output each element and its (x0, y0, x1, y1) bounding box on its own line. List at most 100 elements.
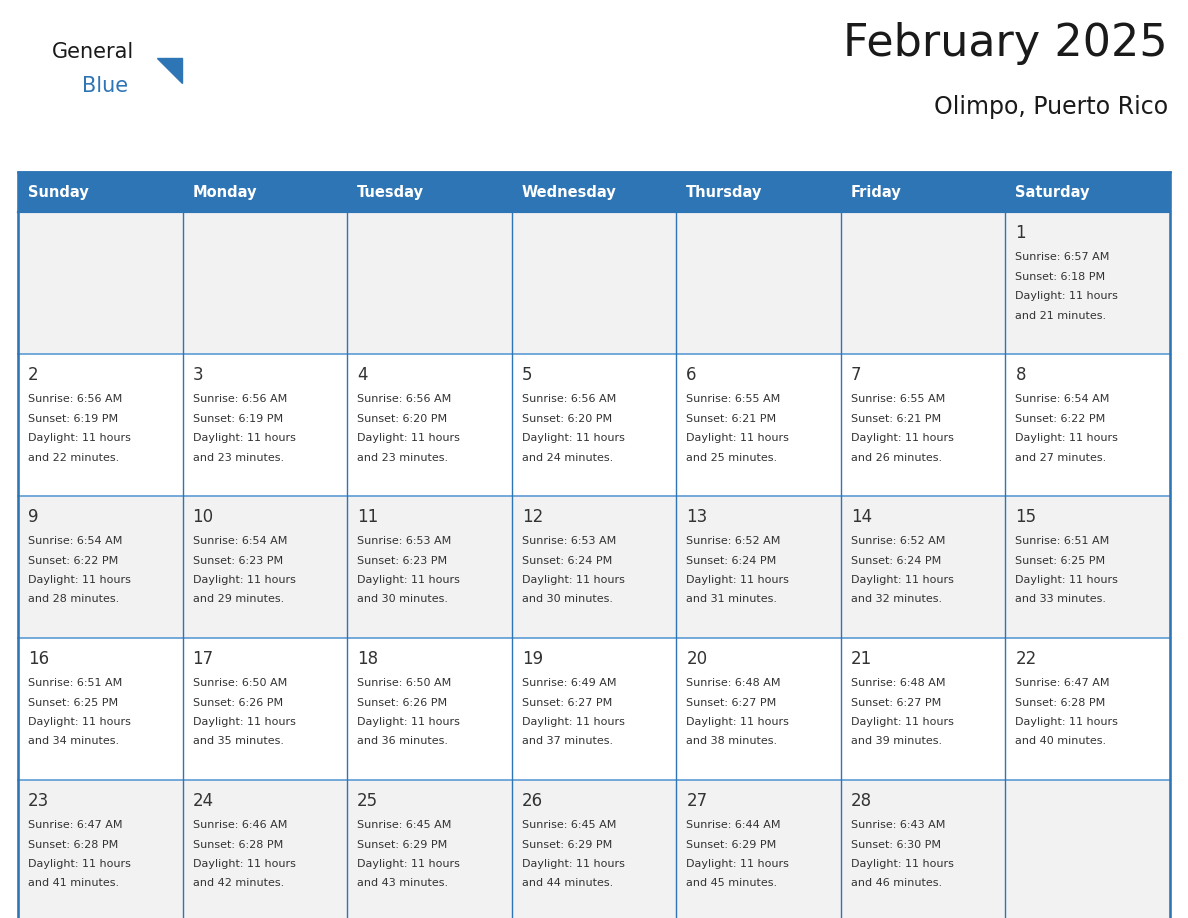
Text: Sunset: 6:29 PM: Sunset: 6:29 PM (687, 839, 777, 849)
Text: Blue: Blue (82, 76, 128, 96)
Bar (841, 354, 1005, 496)
Text: and 45 minutes.: and 45 minutes. (687, 879, 777, 889)
Text: Sunrise: 6:50 AM: Sunrise: 6:50 AM (192, 678, 286, 688)
Text: Sunrise: 6:46 AM: Sunrise: 6:46 AM (192, 820, 287, 830)
Text: 20: 20 (687, 650, 707, 668)
Text: Sunrise: 6:53 AM: Sunrise: 6:53 AM (358, 536, 451, 546)
Text: Sunrise: 6:51 AM: Sunrise: 6:51 AM (29, 678, 122, 688)
Text: Sunset: 6:27 PM: Sunset: 6:27 PM (851, 698, 941, 708)
Text: and 23 minutes.: and 23 minutes. (358, 453, 448, 463)
Text: 14: 14 (851, 508, 872, 526)
Text: and 34 minutes.: and 34 minutes. (29, 736, 119, 746)
Bar (676, 496, 841, 638)
Text: Sunrise: 6:56 AM: Sunrise: 6:56 AM (192, 394, 286, 404)
Text: Daylight: 11 hours: Daylight: 11 hours (192, 433, 296, 443)
Text: Sunrise: 6:56 AM: Sunrise: 6:56 AM (29, 394, 122, 404)
Text: Daylight: 11 hours: Daylight: 11 hours (522, 859, 625, 869)
Bar (841, 212, 1005, 354)
Text: and 41 minutes.: and 41 minutes. (29, 879, 119, 889)
Text: Sunset: 6:25 PM: Sunset: 6:25 PM (29, 698, 118, 708)
Bar (18, 638, 183, 780)
Text: 2: 2 (29, 366, 39, 384)
Text: and 46 minutes.: and 46 minutes. (851, 879, 942, 889)
Bar (841, 172, 1005, 212)
Text: 13: 13 (687, 508, 708, 526)
Text: and 38 minutes.: and 38 minutes. (687, 736, 777, 746)
Text: Sunset: 6:18 PM: Sunset: 6:18 PM (1016, 272, 1106, 282)
Text: Sunset: 6:20 PM: Sunset: 6:20 PM (522, 413, 612, 423)
Text: 1: 1 (1016, 224, 1026, 242)
Text: Daylight: 11 hours: Daylight: 11 hours (29, 859, 131, 869)
Text: Daylight: 11 hours: Daylight: 11 hours (851, 575, 954, 585)
Text: Daylight: 11 hours: Daylight: 11 hours (1016, 433, 1118, 443)
Text: Daylight: 11 hours: Daylight: 11 hours (1016, 575, 1118, 585)
Text: 7: 7 (851, 366, 861, 384)
Text: Sunset: 6:24 PM: Sunset: 6:24 PM (851, 555, 941, 565)
Text: Daylight: 11 hours: Daylight: 11 hours (192, 859, 296, 869)
Text: Sunset: 6:29 PM: Sunset: 6:29 PM (522, 839, 612, 849)
Text: Sunset: 6:19 PM: Sunset: 6:19 PM (192, 413, 283, 423)
Text: 11: 11 (358, 508, 379, 526)
Text: Olimpo, Puerto Rico: Olimpo, Puerto Rico (934, 95, 1168, 119)
Bar (183, 638, 347, 780)
Bar (676, 638, 841, 780)
Bar (183, 496, 347, 638)
Text: Sunrise: 6:55 AM: Sunrise: 6:55 AM (851, 394, 946, 404)
Text: Daylight: 11 hours: Daylight: 11 hours (29, 433, 131, 443)
Text: Daylight: 11 hours: Daylight: 11 hours (29, 575, 131, 585)
Text: Sunset: 6:30 PM: Sunset: 6:30 PM (851, 839, 941, 849)
Text: Daylight: 11 hours: Daylight: 11 hours (1016, 291, 1118, 301)
Text: Tuesday: Tuesday (358, 185, 424, 199)
Text: Monday: Monday (192, 185, 257, 199)
Text: 22: 22 (1016, 650, 1037, 668)
Text: Sunset: 6:26 PM: Sunset: 6:26 PM (358, 698, 447, 708)
Text: Sunrise: 6:54 AM: Sunrise: 6:54 AM (1016, 394, 1110, 404)
Text: 25: 25 (358, 792, 378, 810)
Text: Sunrise: 6:45 AM: Sunrise: 6:45 AM (522, 820, 617, 830)
Text: Daylight: 11 hours: Daylight: 11 hours (851, 717, 954, 727)
Text: Sunrise: 6:56 AM: Sunrise: 6:56 AM (358, 394, 451, 404)
Text: Daylight: 11 hours: Daylight: 11 hours (192, 575, 296, 585)
Text: Sunrise: 6:55 AM: Sunrise: 6:55 AM (687, 394, 781, 404)
Text: and 40 minutes.: and 40 minutes. (1016, 736, 1106, 746)
Text: February 2025: February 2025 (843, 22, 1168, 65)
Bar (1005, 172, 1170, 212)
Text: Daylight: 11 hours: Daylight: 11 hours (851, 859, 954, 869)
Text: 27: 27 (687, 792, 707, 810)
Text: Sunset: 6:25 PM: Sunset: 6:25 PM (1016, 555, 1106, 565)
Text: Sunrise: 6:57 AM: Sunrise: 6:57 AM (1016, 252, 1110, 262)
Bar (841, 496, 1005, 638)
Text: 24: 24 (192, 792, 214, 810)
Text: and 37 minutes.: and 37 minutes. (522, 736, 613, 746)
Bar (512, 212, 676, 354)
Text: 6: 6 (687, 366, 697, 384)
Text: and 25 minutes.: and 25 minutes. (687, 453, 777, 463)
Text: and 32 minutes.: and 32 minutes. (851, 595, 942, 604)
Text: Sunset: 6:23 PM: Sunset: 6:23 PM (358, 555, 447, 565)
Bar (183, 780, 347, 918)
Text: and 23 minutes.: and 23 minutes. (192, 453, 284, 463)
Bar (676, 780, 841, 918)
Text: Sunset: 6:26 PM: Sunset: 6:26 PM (192, 698, 283, 708)
Text: Daylight: 11 hours: Daylight: 11 hours (29, 717, 131, 727)
Bar (512, 354, 676, 496)
Text: and 27 minutes.: and 27 minutes. (1016, 453, 1107, 463)
Text: Sunset: 6:27 PM: Sunset: 6:27 PM (522, 698, 612, 708)
Text: Friday: Friday (851, 185, 902, 199)
Text: and 33 minutes.: and 33 minutes. (1016, 595, 1106, 604)
Bar (676, 212, 841, 354)
Bar (841, 638, 1005, 780)
Text: Daylight: 11 hours: Daylight: 11 hours (358, 433, 460, 443)
Text: Sunrise: 6:52 AM: Sunrise: 6:52 AM (851, 536, 946, 546)
Text: Sunrise: 6:54 AM: Sunrise: 6:54 AM (192, 536, 287, 546)
Text: 12: 12 (522, 508, 543, 526)
Text: Sunset: 6:19 PM: Sunset: 6:19 PM (29, 413, 118, 423)
Text: Sunrise: 6:54 AM: Sunrise: 6:54 AM (29, 536, 122, 546)
Bar (512, 780, 676, 918)
Text: and 22 minutes.: and 22 minutes. (29, 453, 119, 463)
Text: and 43 minutes.: and 43 minutes. (358, 879, 448, 889)
Text: Sunrise: 6:48 AM: Sunrise: 6:48 AM (851, 678, 946, 688)
Bar (1005, 496, 1170, 638)
Text: Daylight: 11 hours: Daylight: 11 hours (687, 433, 789, 443)
Text: and 21 minutes.: and 21 minutes. (1016, 310, 1106, 320)
